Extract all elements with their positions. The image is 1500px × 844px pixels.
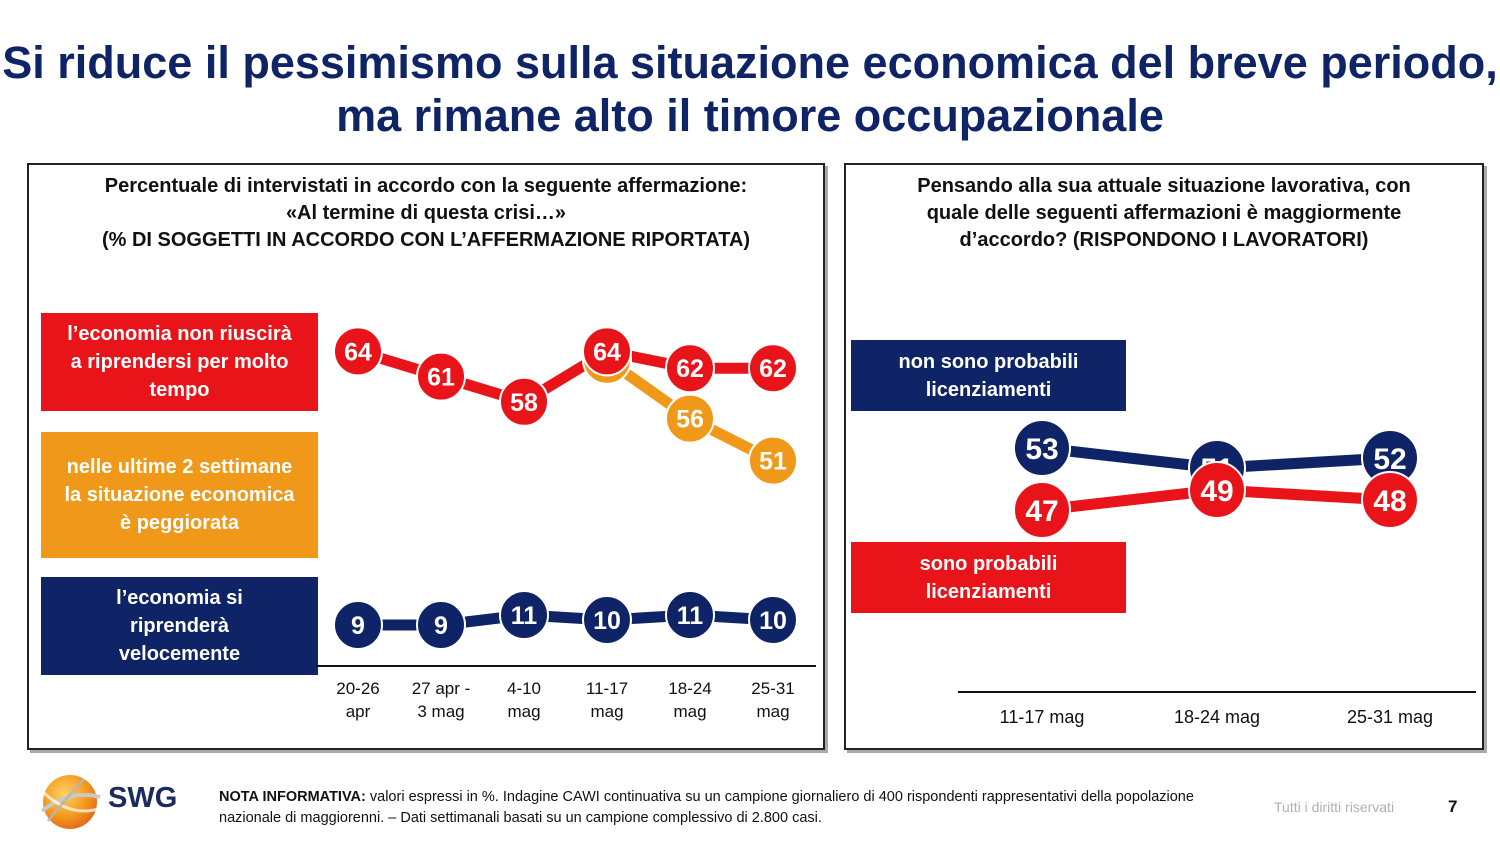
data-point — [665, 590, 715, 640]
left-panel-header: Percentuale di intervistati in accordo c… — [29, 173, 823, 254]
x-tick-label-right: 11-17 mag — [1000, 707, 1085, 727]
data-point — [416, 600, 466, 650]
left-header-line-3: (% DI SOGGETTI IN ACCORDO CON L’AFFERMAZ… — [101, 229, 751, 251]
data-point — [748, 343, 798, 394]
series-line-segment — [1041, 484, 1218, 516]
footer-note: NOTA INFORMATIVA: valori espressi in %. … — [219, 787, 1229, 829]
data-label: 62 — [759, 355, 787, 383]
data-point — [1361, 471, 1419, 529]
page-title: Si riduce il pessimismo sulla situazione… — [2, 37, 1498, 141]
x-tick-label-left: 11-17 — [586, 679, 628, 698]
x-tick-label-left: 27 apr - — [412, 679, 471, 698]
swg-logo — [34, 771, 194, 833]
data-point — [665, 393, 715, 444]
legend-no-layoffs: non sono probabili licenziamenti — [851, 340, 1126, 411]
x-tick-label-right: 18-24 mag — [1174, 707, 1260, 727]
right-header-line-2: quale delle seguenti affermazioni è magg… — [926, 202, 1402, 224]
data-point — [582, 326, 632, 377]
rights-text: Tutti i diritti riservati — [1274, 799, 1395, 815]
data-point — [1013, 419, 1071, 477]
data-label: 47 — [1025, 495, 1058, 528]
x-tick-label-left: 18-24 — [668, 679, 711, 698]
data-label: 58 — [510, 389, 538, 417]
data-label: 52 — [1373, 443, 1406, 476]
x-tick-label-right: 25-31 mag — [1347, 707, 1433, 727]
data-label: 51 — [759, 448, 787, 476]
footer-note-label: NOTA INFORMATIVA: — [219, 789, 366, 805]
data-point — [1188, 461, 1246, 519]
legend-no-recovery: l’economia non riuscirà a riprendersi pe… — [41, 313, 318, 411]
data-label: 53 — [1025, 433, 1058, 466]
x-tick-label-left: mag — [590, 702, 623, 721]
data-label: 10 — [593, 607, 621, 635]
legend-fast-recovery-label: l’economia si riprenderà velocemente — [116, 587, 243, 665]
legend-no-layoffs-label: non sono probabili licenziamenti — [898, 350, 1079, 401]
data-point — [1013, 481, 1071, 539]
data-label: 9 — [434, 612, 448, 640]
data-label: 61 — [427, 364, 455, 392]
x-tick-label-left: 3 mag — [417, 702, 464, 721]
legend-layoffs-label: sono probabili licenziamenti — [919, 552, 1058, 603]
footer-note-text: valori espressi in %. Indagine CAWI cont… — [219, 789, 1194, 826]
x-tick-label-left: 4-10 — [507, 679, 541, 698]
series-line-segment — [1041, 442, 1218, 474]
x-tick-label-left: mag — [507, 702, 540, 721]
legend-layoffs: sono probabili licenziamenti — [851, 542, 1126, 613]
economy-expectations-panel: Percentuale di intervistati in accordo c… — [27, 163, 825, 750]
data-point — [499, 376, 549, 427]
data-label: 48 — [1373, 485, 1406, 518]
legend-no-recovery-label: l’economia non riuscirà a riprendersi pe… — [67, 323, 292, 401]
data-label: 11 — [677, 602, 704, 630]
right-header-line-1: Pensando alla sua attuale situazione lav… — [917, 175, 1411, 197]
logo-text: SWG — [108, 782, 178, 814]
legend-worsened: nelle ultime 2 settimane la situazione e… — [41, 432, 318, 558]
legend-fast-recovery: l’economia si riprenderà velocemente — [41, 577, 318, 675]
x-tick-label-left: mag — [673, 702, 706, 721]
data-label: 62 — [676, 355, 704, 383]
x-tick-label-left: mag — [756, 702, 789, 721]
data-point — [416, 351, 466, 402]
globe-icon — [40, 775, 101, 829]
data-label: 56 — [676, 406, 704, 434]
left-header-line-2: «Al termine di questa crisi…» — [285, 202, 567, 224]
data-point — [748, 435, 798, 486]
data-point — [333, 326, 383, 377]
data-point — [333, 600, 383, 650]
data-label: 11 — [511, 602, 538, 630]
data-point — [499, 590, 549, 640]
right-panel-header: Pensando alla sua attuale situazione lav… — [846, 173, 1482, 254]
data-point — [748, 595, 798, 645]
page-number: 7 — [1448, 797, 1458, 816]
x-tick-label-left: 25-31 — [751, 679, 794, 698]
left-header-line-1: Percentuale di intervistati in accordo c… — [104, 175, 748, 197]
x-tick-label-left: 20-26 — [336, 679, 379, 698]
data-point — [582, 595, 632, 645]
data-label: 49 — [1200, 475, 1233, 508]
data-label: 64 — [593, 338, 621, 366]
x-tick-label-left: apr — [346, 702, 371, 721]
data-point — [665, 343, 715, 394]
data-label: 10 — [759, 607, 787, 635]
data-label: 9 — [351, 612, 365, 640]
data-label: 64 — [344, 338, 372, 366]
legend-worsened-label: nelle ultime 2 settimane la situazione e… — [64, 456, 295, 534]
right-header-line-3: d’accordo? (RISPONDONO I LAVORATORI) — [959, 229, 1369, 251]
